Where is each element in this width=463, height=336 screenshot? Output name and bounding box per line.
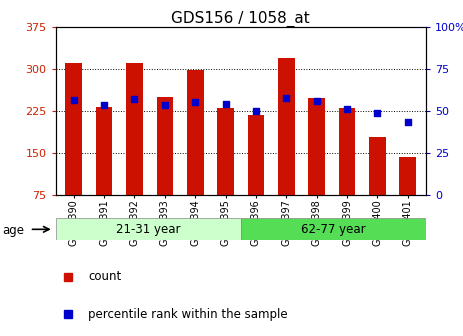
Bar	[278, 58, 294, 195]
Title: GDS156 / 1058_at: GDS156 / 1058_at	[171, 11, 310, 27]
Point	[100, 102, 108, 108]
Bar	[156, 97, 173, 195]
Bar	[187, 70, 204, 195]
Point	[70, 97, 77, 102]
Bar	[248, 115, 264, 195]
Point	[161, 102, 169, 108]
Bar	[65, 63, 82, 195]
Point	[313, 99, 320, 104]
Bar	[56, 218, 241, 240]
Point	[222, 101, 229, 106]
Point	[344, 107, 351, 112]
Point	[404, 119, 412, 125]
Point	[131, 96, 138, 101]
Bar	[126, 63, 143, 195]
Text: 62-77 year: 62-77 year	[301, 223, 366, 236]
Bar	[369, 137, 386, 195]
Text: count: count	[88, 270, 121, 283]
Bar	[217, 108, 234, 195]
Point	[374, 110, 381, 115]
Point	[192, 99, 199, 104]
Bar	[400, 157, 416, 195]
Bar	[96, 107, 113, 195]
Bar	[241, 218, 426, 240]
Bar	[338, 108, 356, 195]
Text: percentile rank within the sample: percentile rank within the sample	[88, 308, 288, 321]
Point	[252, 108, 260, 114]
Point	[282, 95, 290, 101]
Text: 21-31 year: 21-31 year	[116, 223, 181, 236]
Text: age: age	[2, 224, 25, 237]
Bar	[308, 98, 325, 195]
